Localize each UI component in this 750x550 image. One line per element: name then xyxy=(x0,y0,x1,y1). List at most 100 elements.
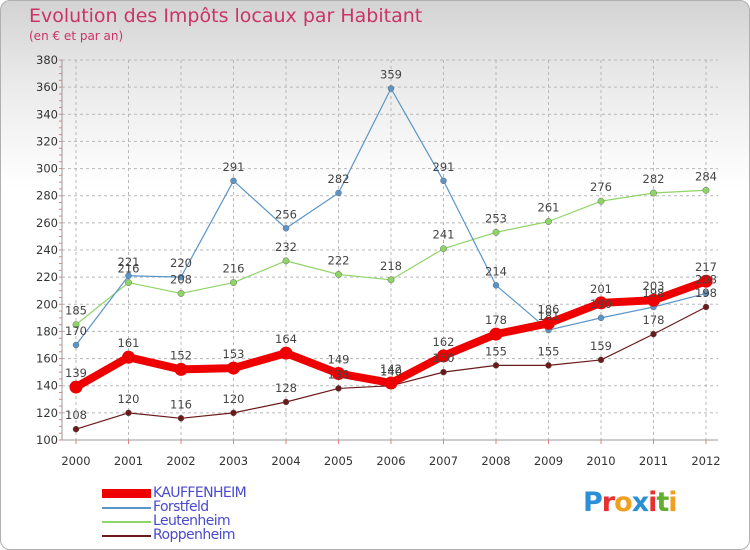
data-point xyxy=(545,218,552,225)
data-point xyxy=(72,341,80,349)
y-tick-label: 320 xyxy=(36,134,58,148)
data-point xyxy=(440,368,447,376)
data-point xyxy=(282,225,290,232)
y-tick-label: 160 xyxy=(36,352,58,366)
y-tick-label: 240 xyxy=(36,243,58,257)
data-point xyxy=(125,279,132,286)
labels-leutenheim: 185 216 208 216 232 222 218 241 253 261 276 282 284 xyxy=(65,169,717,317)
data-label: 120 xyxy=(223,392,245,406)
data-label: 208 xyxy=(695,272,717,286)
data-label: 116 xyxy=(170,397,192,411)
legend-swatch xyxy=(102,535,151,537)
y-tick-label: 300 xyxy=(36,162,58,176)
data-label: 108 xyxy=(65,408,87,422)
logo-letter: x xyxy=(631,487,649,518)
x-tick-label: 2011 xyxy=(639,454,668,468)
gridlines xyxy=(62,59,718,441)
x-tick-label: 2004 xyxy=(271,454,300,468)
data-label: 256 xyxy=(275,207,297,221)
data-label: 139 xyxy=(65,366,87,380)
legend-label: Forstfeld xyxy=(153,499,209,515)
legend-swatch xyxy=(102,521,151,523)
data-point xyxy=(72,425,80,433)
data-label: 282 xyxy=(643,172,665,186)
y-tick-label: 380 xyxy=(36,53,58,67)
logo-letter: t xyxy=(656,487,669,518)
data-point xyxy=(335,189,342,197)
data-point xyxy=(489,327,503,341)
labels-roppenheim: 108 120 116 120 128 138 140 150 155 155 159 178 198 xyxy=(65,286,717,422)
data-point xyxy=(282,398,290,406)
data-point xyxy=(282,257,290,265)
data-point xyxy=(72,321,80,329)
data-label: 152 xyxy=(170,348,192,362)
series-leutenheim xyxy=(72,186,710,329)
data-label: 178 xyxy=(643,313,665,327)
data-label: 155 xyxy=(485,344,507,358)
data-label: 276 xyxy=(590,180,612,194)
logo-letter: P xyxy=(583,487,603,518)
data-label: 153 xyxy=(223,347,245,361)
data-point xyxy=(332,367,345,380)
data-label: 159 xyxy=(590,339,612,353)
series-kauffenheim xyxy=(69,274,713,394)
x-tick-label: 2012 xyxy=(691,454,720,468)
data-label: 291 xyxy=(223,160,245,174)
x-tick-label: 2000 xyxy=(61,454,90,468)
data-point xyxy=(177,415,185,422)
data-point xyxy=(230,177,237,184)
data-label: 241 xyxy=(433,228,455,242)
y-tick-label: 360 xyxy=(36,80,58,94)
data-label: 185 xyxy=(65,304,87,318)
y-tick-label: 140 xyxy=(36,379,58,393)
data-point xyxy=(702,290,710,297)
data-point xyxy=(335,385,342,392)
legend-label: Roppenheim xyxy=(153,527,236,543)
data-point xyxy=(177,290,185,297)
y-tick-label: 120 xyxy=(36,406,58,420)
data-label: 170 xyxy=(65,324,87,338)
data-point xyxy=(545,362,552,369)
x-tick-label: 2003 xyxy=(219,454,248,468)
x-tick-label: 2010 xyxy=(586,454,615,468)
x-tick-label: 2005 xyxy=(324,454,353,468)
data-point xyxy=(699,274,713,288)
data-point xyxy=(492,362,500,369)
y-tick-label: 220 xyxy=(36,270,58,284)
data-label: 216 xyxy=(118,262,140,276)
x-tick-label: 2008 xyxy=(481,454,510,468)
data-point xyxy=(69,380,83,394)
data-label: 128 xyxy=(275,381,297,395)
y-tick-label: 100 xyxy=(36,433,58,447)
data-point xyxy=(597,197,605,205)
labels-kauffenheim: 139 161 152 153 164 149 142 162 178 186 201 203 217 xyxy=(65,260,717,380)
data-point xyxy=(542,316,555,330)
data-label: 155 xyxy=(538,344,560,358)
data-point xyxy=(440,177,447,184)
proxiti-logo: Proxiti xyxy=(583,487,678,518)
data-point xyxy=(230,409,237,417)
data-label: 142 xyxy=(380,362,402,376)
data-point xyxy=(125,272,132,279)
data-label: 138 xyxy=(328,367,350,381)
data-label: 198 xyxy=(643,286,665,300)
data-label: 218 xyxy=(380,259,402,273)
data-label: 198 xyxy=(695,286,717,300)
data-label: 190 xyxy=(590,297,612,311)
x-tick-label: 2007 xyxy=(429,454,458,468)
data-label: 220 xyxy=(170,256,192,270)
legend-label: KAUFFENHEIM xyxy=(153,485,247,501)
legend-swatch xyxy=(102,507,151,509)
data-point xyxy=(647,293,660,307)
data-point xyxy=(279,346,293,360)
data-point xyxy=(594,296,608,310)
data-label: 282 xyxy=(328,172,350,186)
data-label: 217 xyxy=(695,260,717,274)
data-label: 221 xyxy=(118,255,140,269)
legend-swatch xyxy=(102,489,151,498)
data-point xyxy=(440,245,447,253)
logo-letter: i xyxy=(668,487,677,518)
data-label: 150 xyxy=(433,351,455,365)
